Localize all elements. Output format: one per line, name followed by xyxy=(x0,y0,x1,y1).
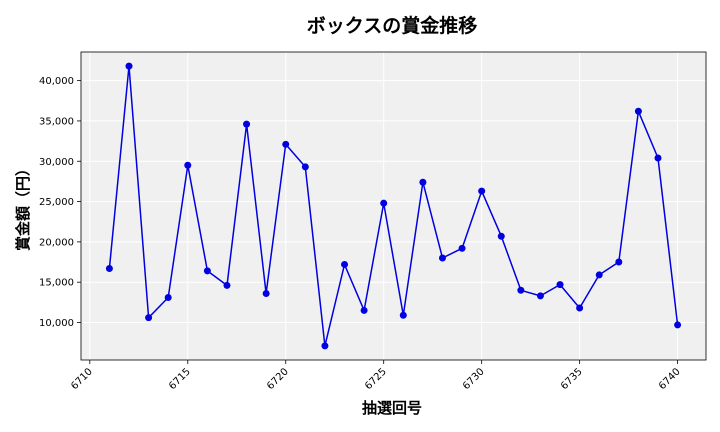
data-point xyxy=(517,286,525,294)
plot-area xyxy=(81,52,706,360)
data-point xyxy=(184,161,192,169)
data-point xyxy=(399,311,407,319)
data-point xyxy=(654,154,662,162)
data-point xyxy=(674,321,682,329)
y-tick-label: 20,000 xyxy=(39,237,74,248)
x-tick-label: 6715 xyxy=(167,366,193,392)
data-point xyxy=(262,289,270,297)
data-point xyxy=(341,260,349,268)
plot-frame xyxy=(80,51,707,361)
data-point xyxy=(164,294,172,302)
x-tick-label: 6710 xyxy=(69,366,95,392)
data-point xyxy=(634,107,642,115)
data-point xyxy=(536,292,544,300)
y-axis: 10,000 15,000 20,000 25,000 30,000 35,000 40,0… xyxy=(39,76,81,329)
chart-title: ボックスの賞金推移 xyxy=(307,14,477,37)
data-point xyxy=(360,306,368,314)
data-point xyxy=(438,254,446,262)
x-tick-label: 6735 xyxy=(559,366,585,392)
data-point xyxy=(556,281,564,289)
x-tick-label: 6720 xyxy=(265,366,291,392)
x-axis: 6710 6715 6720 6725 6730 6735 6740 xyxy=(69,360,683,392)
data-point xyxy=(595,271,603,279)
x-tick-label: 6730 xyxy=(461,366,487,392)
data-point xyxy=(105,264,113,272)
data-point xyxy=(145,314,153,322)
data-point xyxy=(419,178,427,186)
grid xyxy=(81,52,706,360)
series-line xyxy=(108,65,679,347)
y-tick-label: 40,000 xyxy=(39,76,74,87)
data-point xyxy=(282,140,290,148)
data-point xyxy=(243,120,251,128)
data-point xyxy=(497,232,505,240)
y-tick-label: 10,000 xyxy=(39,318,74,329)
data-point xyxy=(321,342,329,350)
y-axis-label: 賞金額（円） xyxy=(14,161,32,251)
data-point xyxy=(203,267,211,275)
x-axis-label: 抽選回号 xyxy=(362,399,422,417)
data-point xyxy=(380,199,388,207)
x-tick-label: 6725 xyxy=(363,366,389,392)
y-tick-label: 35,000 xyxy=(39,116,74,127)
data-point xyxy=(615,258,623,266)
y-tick-label: 15,000 xyxy=(39,278,74,289)
data-point xyxy=(125,62,133,70)
series-group xyxy=(105,62,682,350)
y-tick-label: 25,000 xyxy=(39,197,74,208)
data-point xyxy=(478,187,486,195)
data-point xyxy=(576,304,584,312)
data-point xyxy=(458,244,466,252)
x-tick-label: 6740 xyxy=(657,366,683,392)
y-tick-label: 30,000 xyxy=(39,157,74,168)
data-point xyxy=(223,281,231,289)
data-point xyxy=(301,163,309,171)
